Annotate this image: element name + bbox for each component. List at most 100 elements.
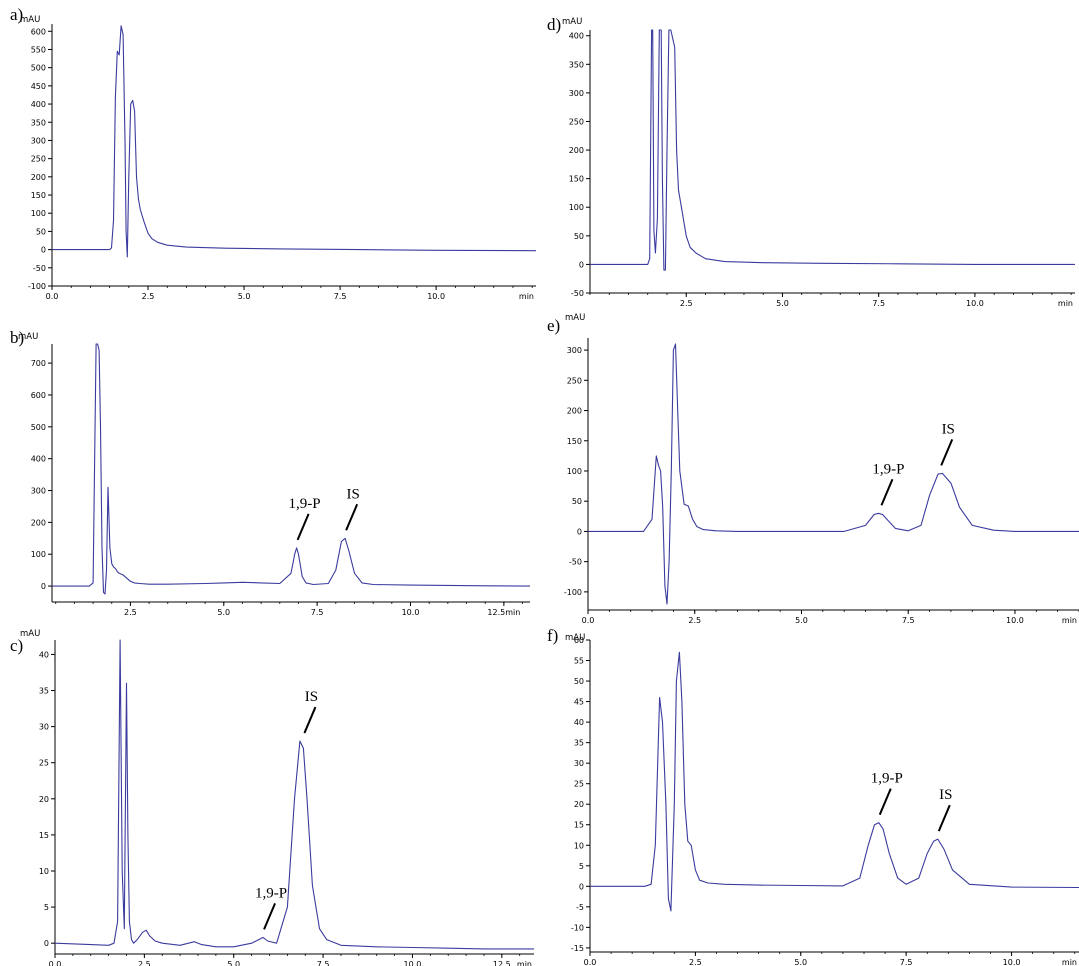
y-tick-label: -50: [571, 289, 584, 298]
y-tick-label: 55: [574, 657, 584, 666]
y-tick-label: 0: [41, 582, 46, 591]
y-unit-label: mAU: [20, 15, 40, 25]
y-tick-label: 30: [39, 723, 49, 732]
peak-annotation-label: IS: [939, 787, 952, 803]
y-tick-label: 300: [31, 487, 46, 496]
y-unit-label: mAU: [20, 629, 40, 639]
y-tick-label: 250: [31, 155, 46, 164]
y-tick-label: 0: [41, 246, 46, 255]
y-tick-label: 200: [31, 173, 46, 182]
y-tick-label: 10: [39, 867, 49, 876]
peak-annotation-label: IS: [346, 486, 359, 502]
y-tick-label: 300: [567, 346, 582, 355]
y-tick-label: 450: [31, 82, 46, 91]
y-tick-label: -100: [564, 588, 582, 597]
y-tick-label: 0: [579, 260, 584, 269]
x-unit-label: min: [519, 292, 534, 301]
y-tick-label: 400: [569, 32, 584, 41]
y-tick-label: -15: [571, 944, 584, 953]
y-tick-label: 250: [569, 117, 584, 126]
peak-annotation-leader: [296, 513, 310, 541]
y-tick-label: 150: [569, 175, 584, 184]
peak-annotation-label: 1,9-P: [872, 461, 904, 477]
panel-letter: d): [547, 15, 561, 34]
y-tick-label: 400: [31, 100, 46, 109]
chromatogram-panel: a)mAU -100 -50 0 50 100 150 200 250 300 350 400 450 5…: [10, 5, 537, 301]
peak-annotation-label: 1,9-P: [289, 496, 321, 512]
y-tick-label: 100: [31, 550, 46, 559]
y-tick-label: -50: [33, 264, 46, 273]
x-tick-label: 5.0: [795, 616, 808, 625]
y-tick-label: 5: [579, 862, 584, 871]
panel-letter: c): [10, 636, 23, 655]
x-tick-label: 7.5: [311, 608, 324, 617]
chromatogram-trace: [54, 639, 534, 950]
y-tick-label: 50: [572, 497, 582, 506]
y-tick-label: 10: [574, 841, 584, 850]
y-tick-label: -5: [576, 903, 584, 912]
y-tick-label: 500: [31, 64, 46, 73]
y-tick-label: 50: [574, 232, 584, 241]
x-tick-label: 12.5: [493, 960, 511, 966]
x-tick-label: 7.5: [900, 958, 913, 966]
x-tick-label: 5.0: [794, 958, 807, 966]
x-tick-label: 0.0: [46, 292, 59, 301]
x-tick-label: 7.5: [872, 299, 885, 308]
y-unit-label: mAU: [565, 313, 585, 323]
x-unit-label: min: [1062, 616, 1077, 625]
x-tick-label: 12.5min: [487, 608, 520, 617]
y-tick-label: 50: [574, 677, 584, 686]
chromatogram-trace: [52, 343, 531, 595]
x-tick-label: 2.5: [680, 299, 693, 308]
y-tick-label: 30: [574, 759, 584, 768]
peak-annotation-leader: [937, 804, 951, 832]
x-tick-label: 5.0: [776, 299, 789, 308]
y-tick-label: 15: [574, 821, 584, 830]
y-tick-label: 20: [574, 800, 584, 809]
chromatogram-panel: e) mAU -100 -50 0 50 100 150 200 250 300 0.0 2.5 5.0 7…: [547, 313, 1079, 625]
x-unit-label: min: [517, 960, 532, 966]
y-tick-label: 100: [569, 203, 584, 212]
peak-annotation-leader: [263, 903, 276, 930]
x-tick-label: 5.0: [217, 608, 230, 617]
peak-annotation-label: 1,9-P: [871, 771, 903, 787]
chromatogram-panel: b)mAU 0 100 200 300 400 500 600 700 2.5 5.0 7.5 10.0…: [10, 328, 531, 617]
y-tick-label: 25: [39, 759, 49, 768]
x-tick-label: 10.0: [966, 299, 984, 308]
x-tick-label: 10.0: [404, 960, 422, 966]
panel-letter: a): [10, 5, 23, 24]
y-tick-label: 5: [44, 903, 49, 912]
y-tick-label: 350: [569, 60, 584, 69]
x-tick-label: 2.5: [142, 292, 155, 301]
y-tick-label: 600: [31, 391, 46, 400]
y-tick-label: 100: [567, 467, 582, 476]
y-tick-label: 200: [31, 518, 46, 527]
y-tick-label: 200: [569, 146, 584, 155]
y-tick-label: 150: [31, 191, 46, 200]
chromatogram-panel: f) mAU -15 -10 -5 0 5 10 15 20 25 30 35 40 45 50 55 60 0.0…: [547, 626, 1079, 966]
y-tick-label: 500: [31, 423, 46, 432]
x-unit-label: min: [1062, 958, 1077, 966]
peak-annotation-leader: [878, 788, 892, 816]
peak-annotation-leader: [303, 706, 317, 734]
x-tick-label: 2.5: [688, 616, 701, 625]
y-tick-label: 40: [39, 650, 49, 659]
peak-annotation-label: IS: [942, 421, 955, 437]
x-tick-label: 5.0: [238, 292, 251, 301]
y-tick-label: 0: [577, 527, 582, 536]
x-tick-label: 0.0: [584, 958, 597, 966]
y-tick-label: 350: [31, 118, 46, 127]
y-tick-label: 20: [39, 795, 49, 804]
x-unit-label: min: [1058, 299, 1073, 308]
peak-annotation-label: 1,9-P: [255, 885, 287, 901]
y-tick-label: 300: [31, 136, 46, 145]
y-tick-label: 25: [574, 780, 584, 789]
y-unit-label: mAU: [562, 17, 582, 27]
y-tick-label: 250: [567, 376, 582, 385]
x-tick-label: 10.0: [1006, 616, 1024, 625]
x-tick-label: 5.0: [227, 960, 240, 966]
y-tick-label: 150: [567, 437, 582, 446]
panel-letter: e): [547, 316, 560, 335]
y-tick-label: 700: [31, 359, 46, 368]
